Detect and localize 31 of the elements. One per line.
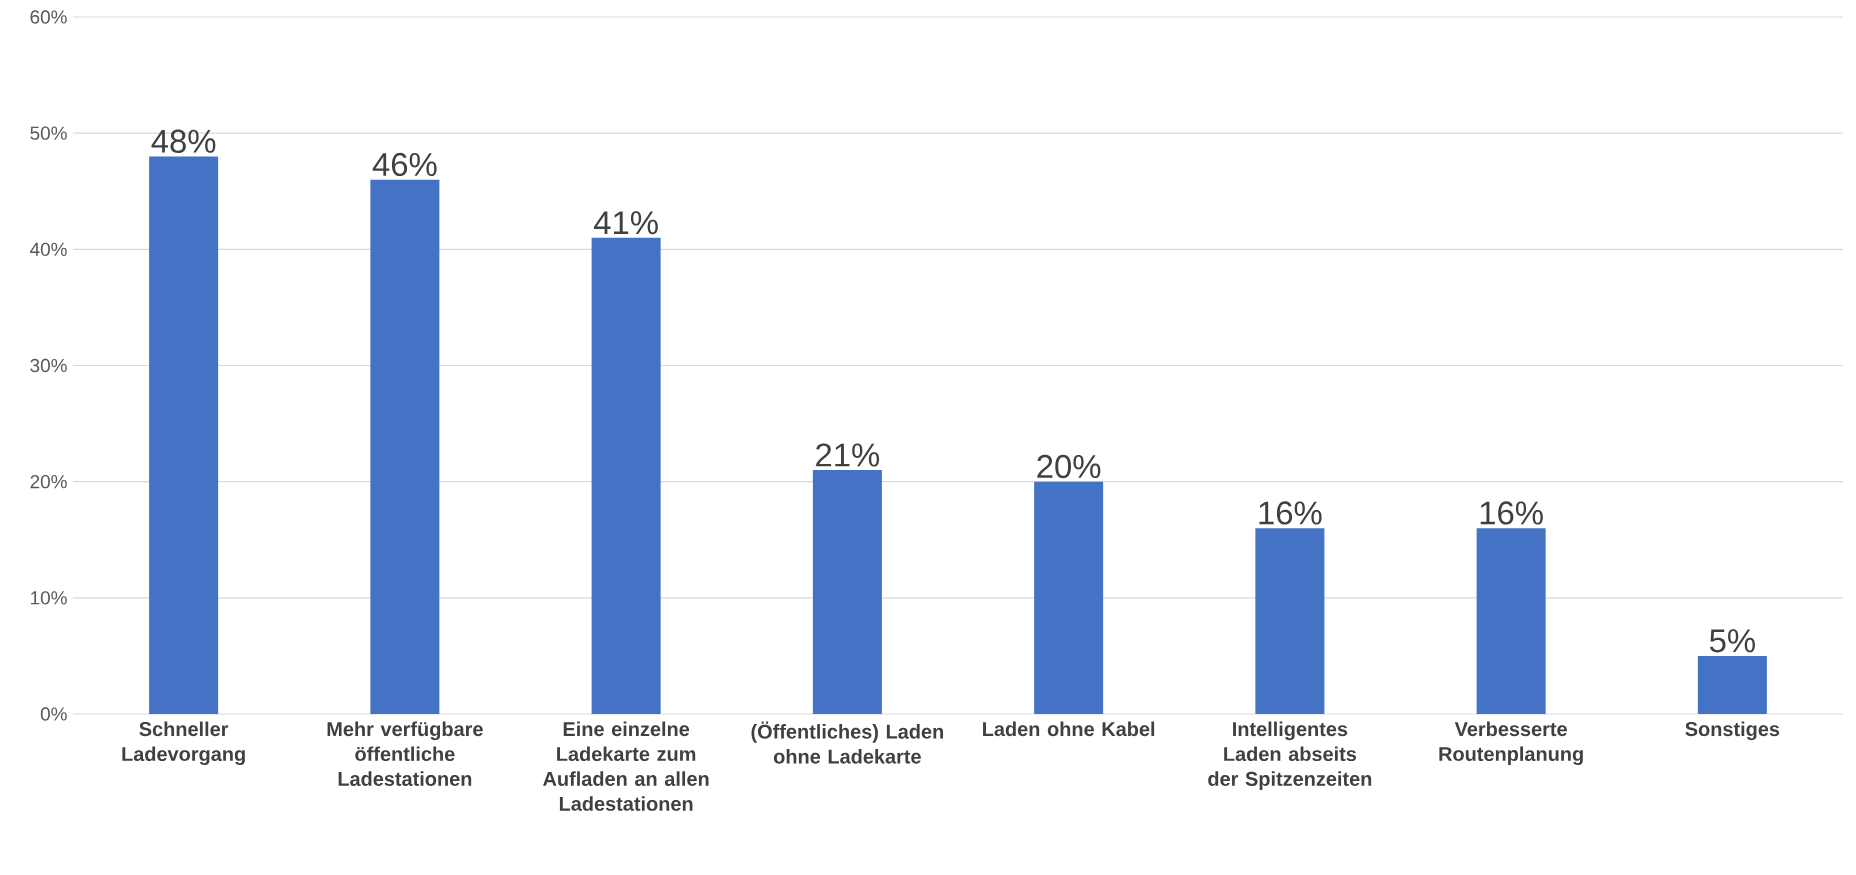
- data-label: 46%: [372, 152, 437, 177]
- data-label: 20%: [1037, 454, 1101, 479]
- data-label: 41%: [593, 211, 658, 235]
- data-label: 21%: [816, 443, 880, 467]
- x-tick-label: (Öffentliches) Laden ohne Ladekarte: [751, 721, 943, 764]
- x-tick-label: Sonstiges: [1685, 721, 1780, 741]
- y-tick-label: 40%: [30, 242, 67, 257]
- x-tick-label: Schneller Ladevorgang: [122, 721, 245, 766]
- data-label: 48%: [151, 129, 216, 153]
- y-tick-label: 30%: [30, 358, 67, 373]
- bar: [1476, 528, 1546, 714]
- x-tick-label: Mehr verfügbare öffentliche Ladestationen: [327, 721, 483, 786]
- x-tick-label: Intelligentes Laden abseits der Spitzenzeiten: [1208, 721, 1372, 790]
- bar: [591, 237, 661, 714]
- bar: [149, 156, 219, 714]
- bar: [370, 179, 440, 714]
- data-label: 16%: [1480, 501, 1543, 525]
- y-tick-label: 0%: [40, 707, 67, 721]
- x-tick-label: Verbesserte Routenplanung: [1439, 721, 1583, 766]
- data-label: 5%: [1709, 629, 1755, 653]
- data-label: 16%: [1259, 501, 1322, 525]
- bar: [1697, 655, 1767, 714]
- bar: [1034, 481, 1104, 714]
- bar: [812, 470, 882, 714]
- y-tick-label: 10%: [31, 591, 67, 605]
- x-tick-label: Laden ohne Kabel: [983, 721, 1155, 737]
- y-tick-label: 50%: [30, 126, 67, 140]
- bar: [1255, 528, 1325, 714]
- y-tick-label: 20%: [30, 474, 67, 489]
- y-tick-label: 60%: [30, 10, 67, 24]
- x-tick-label: Eine einzelne Ladekarte zum Aufladen an allen Ladestationen: [543, 721, 709, 811]
